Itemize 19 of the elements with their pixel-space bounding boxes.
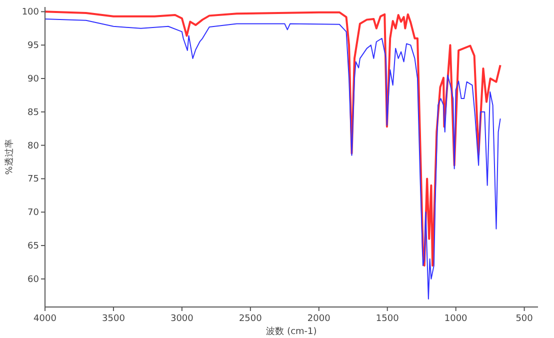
x-tick-label: 2000: [307, 314, 331, 324]
x-tick-label: 1000: [444, 314, 468, 324]
x-tick-label: 1500: [376, 314, 400, 324]
x-tick-label: 3000: [170, 314, 194, 324]
x-tick-label: 500: [516, 314, 534, 324]
x-axis-title: 波数 (cm-1): [266, 326, 317, 337]
x-tick-label: 4000: [34, 314, 57, 324]
y-tick-label: 85: [28, 108, 39, 118]
y-axis-title: %透过率: [4, 139, 15, 175]
y-tick-label: 70: [28, 208, 40, 218]
x-tick-label: 2500: [238, 314, 262, 324]
y-tick-label: 60: [28, 274, 40, 285]
y-tick-label: 95: [28, 41, 39, 52]
y-tick-label: 80: [28, 141, 40, 152]
x-tick-label: 3500: [102, 314, 126, 324]
y-tick-label: 65: [28, 242, 39, 252]
y-tick-label: 75: [28, 174, 39, 185]
y-tick-label: 100: [22, 8, 40, 18]
y-tick-label: 90: [28, 74, 40, 84]
